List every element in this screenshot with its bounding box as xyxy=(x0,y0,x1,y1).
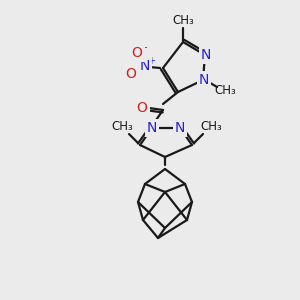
Text: O: O xyxy=(132,46,142,60)
Text: N: N xyxy=(201,48,211,62)
Text: −: − xyxy=(139,43,149,53)
Text: CH₃: CH₃ xyxy=(200,121,222,134)
Text: O: O xyxy=(126,67,136,81)
Text: O: O xyxy=(136,101,147,115)
Text: +: + xyxy=(147,56,155,66)
Text: CH₃: CH₃ xyxy=(172,14,194,26)
Text: N: N xyxy=(147,121,157,135)
Text: CH₃: CH₃ xyxy=(111,121,133,134)
Text: CH₃: CH₃ xyxy=(214,83,236,97)
Text: N: N xyxy=(199,73,209,87)
Text: N: N xyxy=(175,121,185,135)
Text: N: N xyxy=(140,59,150,73)
